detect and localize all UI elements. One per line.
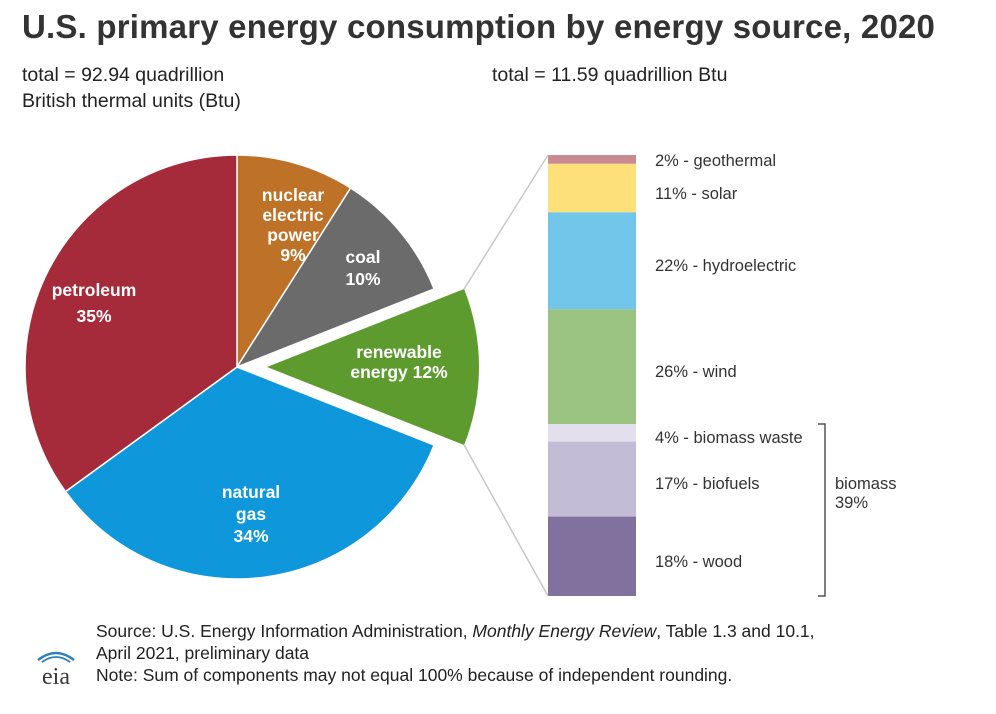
bar-label-solar: 11% - solar bbox=[655, 185, 738, 203]
pie-label-line: natural bbox=[222, 482, 280, 502]
pie-label-line: petroleum bbox=[52, 280, 137, 300]
pie-slice-petroleum bbox=[24, 154, 238, 493]
pie-slice-coal bbox=[235, 186, 436, 369]
biomass-bracket bbox=[818, 423, 826, 597]
pie-label-line: 9% bbox=[280, 245, 306, 265]
pie-label-line: electric bbox=[262, 205, 324, 225]
pie-label-line: power bbox=[267, 225, 319, 245]
source-publication: Monthly Energy Review bbox=[472, 621, 657, 641]
biomass-bracket-label: biomass 39% bbox=[835, 475, 896, 512]
bar-label-wood: 18% - wood bbox=[655, 553, 742, 571]
connector-line-bottom bbox=[463, 444, 549, 597]
pie-label-renewable-energy: renewable energy 12% bbox=[350, 342, 448, 382]
bar-label-biofuels: 17% - biofuels bbox=[655, 475, 760, 493]
bar-total-label: total = 11.59 quadrillion Btu bbox=[492, 64, 728, 86]
bar-segment-solar bbox=[548, 163, 636, 213]
pie-total-label: total = 92.94 quadrillion British therma… bbox=[22, 62, 342, 114]
pie-label-natural-gas: natural gas 34% bbox=[222, 482, 280, 546]
chart-title: U.S. primary energy consumption by energ… bbox=[22, 8, 936, 45]
pie-label-line: 34% bbox=[233, 526, 268, 546]
bar-label-hydroelectric: 22% - hydroelectric bbox=[655, 257, 796, 275]
source-suffix: , Table 1.3 and 10.1, bbox=[656, 621, 815, 641]
rounding-note: Note: Sum of components may not equal 10… bbox=[96, 665, 733, 685]
source-date: April 2021, preliminary data bbox=[96, 643, 310, 663]
pie-label-line: 10% bbox=[345, 269, 380, 289]
pie-slice-renewable-energy bbox=[267, 288, 479, 446]
pie-label-line: energy 12% bbox=[350, 362, 448, 382]
biomass-bracket-label-line: 39% bbox=[835, 494, 868, 512]
bar-label-biomass-waste: 4% - biomass waste bbox=[655, 429, 803, 447]
bar-segment-hydroelectric bbox=[548, 212, 636, 310]
bar-label-wind: 26% - wind bbox=[655, 363, 737, 381]
pie-label-nuclear-electric-power: nuclear electric power 9% bbox=[262, 185, 324, 265]
pie-label-line: gas bbox=[236, 504, 266, 524]
pie-label-line: coal bbox=[345, 247, 380, 267]
pie-total-line1: total = 92.94 quadrillion bbox=[22, 64, 225, 86]
bar-segment-wood bbox=[548, 516, 636, 596]
pie-total-line2: British thermal units (Btu) bbox=[22, 90, 241, 112]
source-line: Source: U.S. Energy Information Administ… bbox=[96, 620, 815, 642]
footer: Source: U.S. Energy Information Administ… bbox=[96, 620, 815, 686]
eia-logo-icon: eia bbox=[37, 651, 75, 688]
bar-segment-biomass-waste bbox=[548, 424, 636, 442]
pie-label-coal: coal 10% bbox=[345, 247, 380, 289]
pie-label-line: renewable bbox=[356, 342, 442, 362]
connector-line-top bbox=[463, 154, 549, 290]
source-prefix: Source: U.S. Energy Information Administ… bbox=[96, 621, 473, 641]
pie-label-line: nuclear bbox=[262, 185, 324, 205]
bar-label-geothermal: 2% - geothermal bbox=[655, 152, 776, 170]
bar-segment-geothermal bbox=[548, 155, 636, 164]
pie-slice-natural-gas bbox=[64, 366, 436, 580]
pie-label-petroleum: petroleum 35% bbox=[52, 280, 137, 326]
bar-segment-wind bbox=[548, 309, 636, 425]
pie-slice-nuclear-electric-power bbox=[236, 154, 352, 370]
bar-segment-biofuels bbox=[548, 441, 636, 517]
biomass-bracket-label-line: biomass bbox=[835, 475, 896, 493]
pie-label-line: 35% bbox=[76, 306, 111, 326]
eia-logo-text: eia bbox=[42, 664, 70, 688]
